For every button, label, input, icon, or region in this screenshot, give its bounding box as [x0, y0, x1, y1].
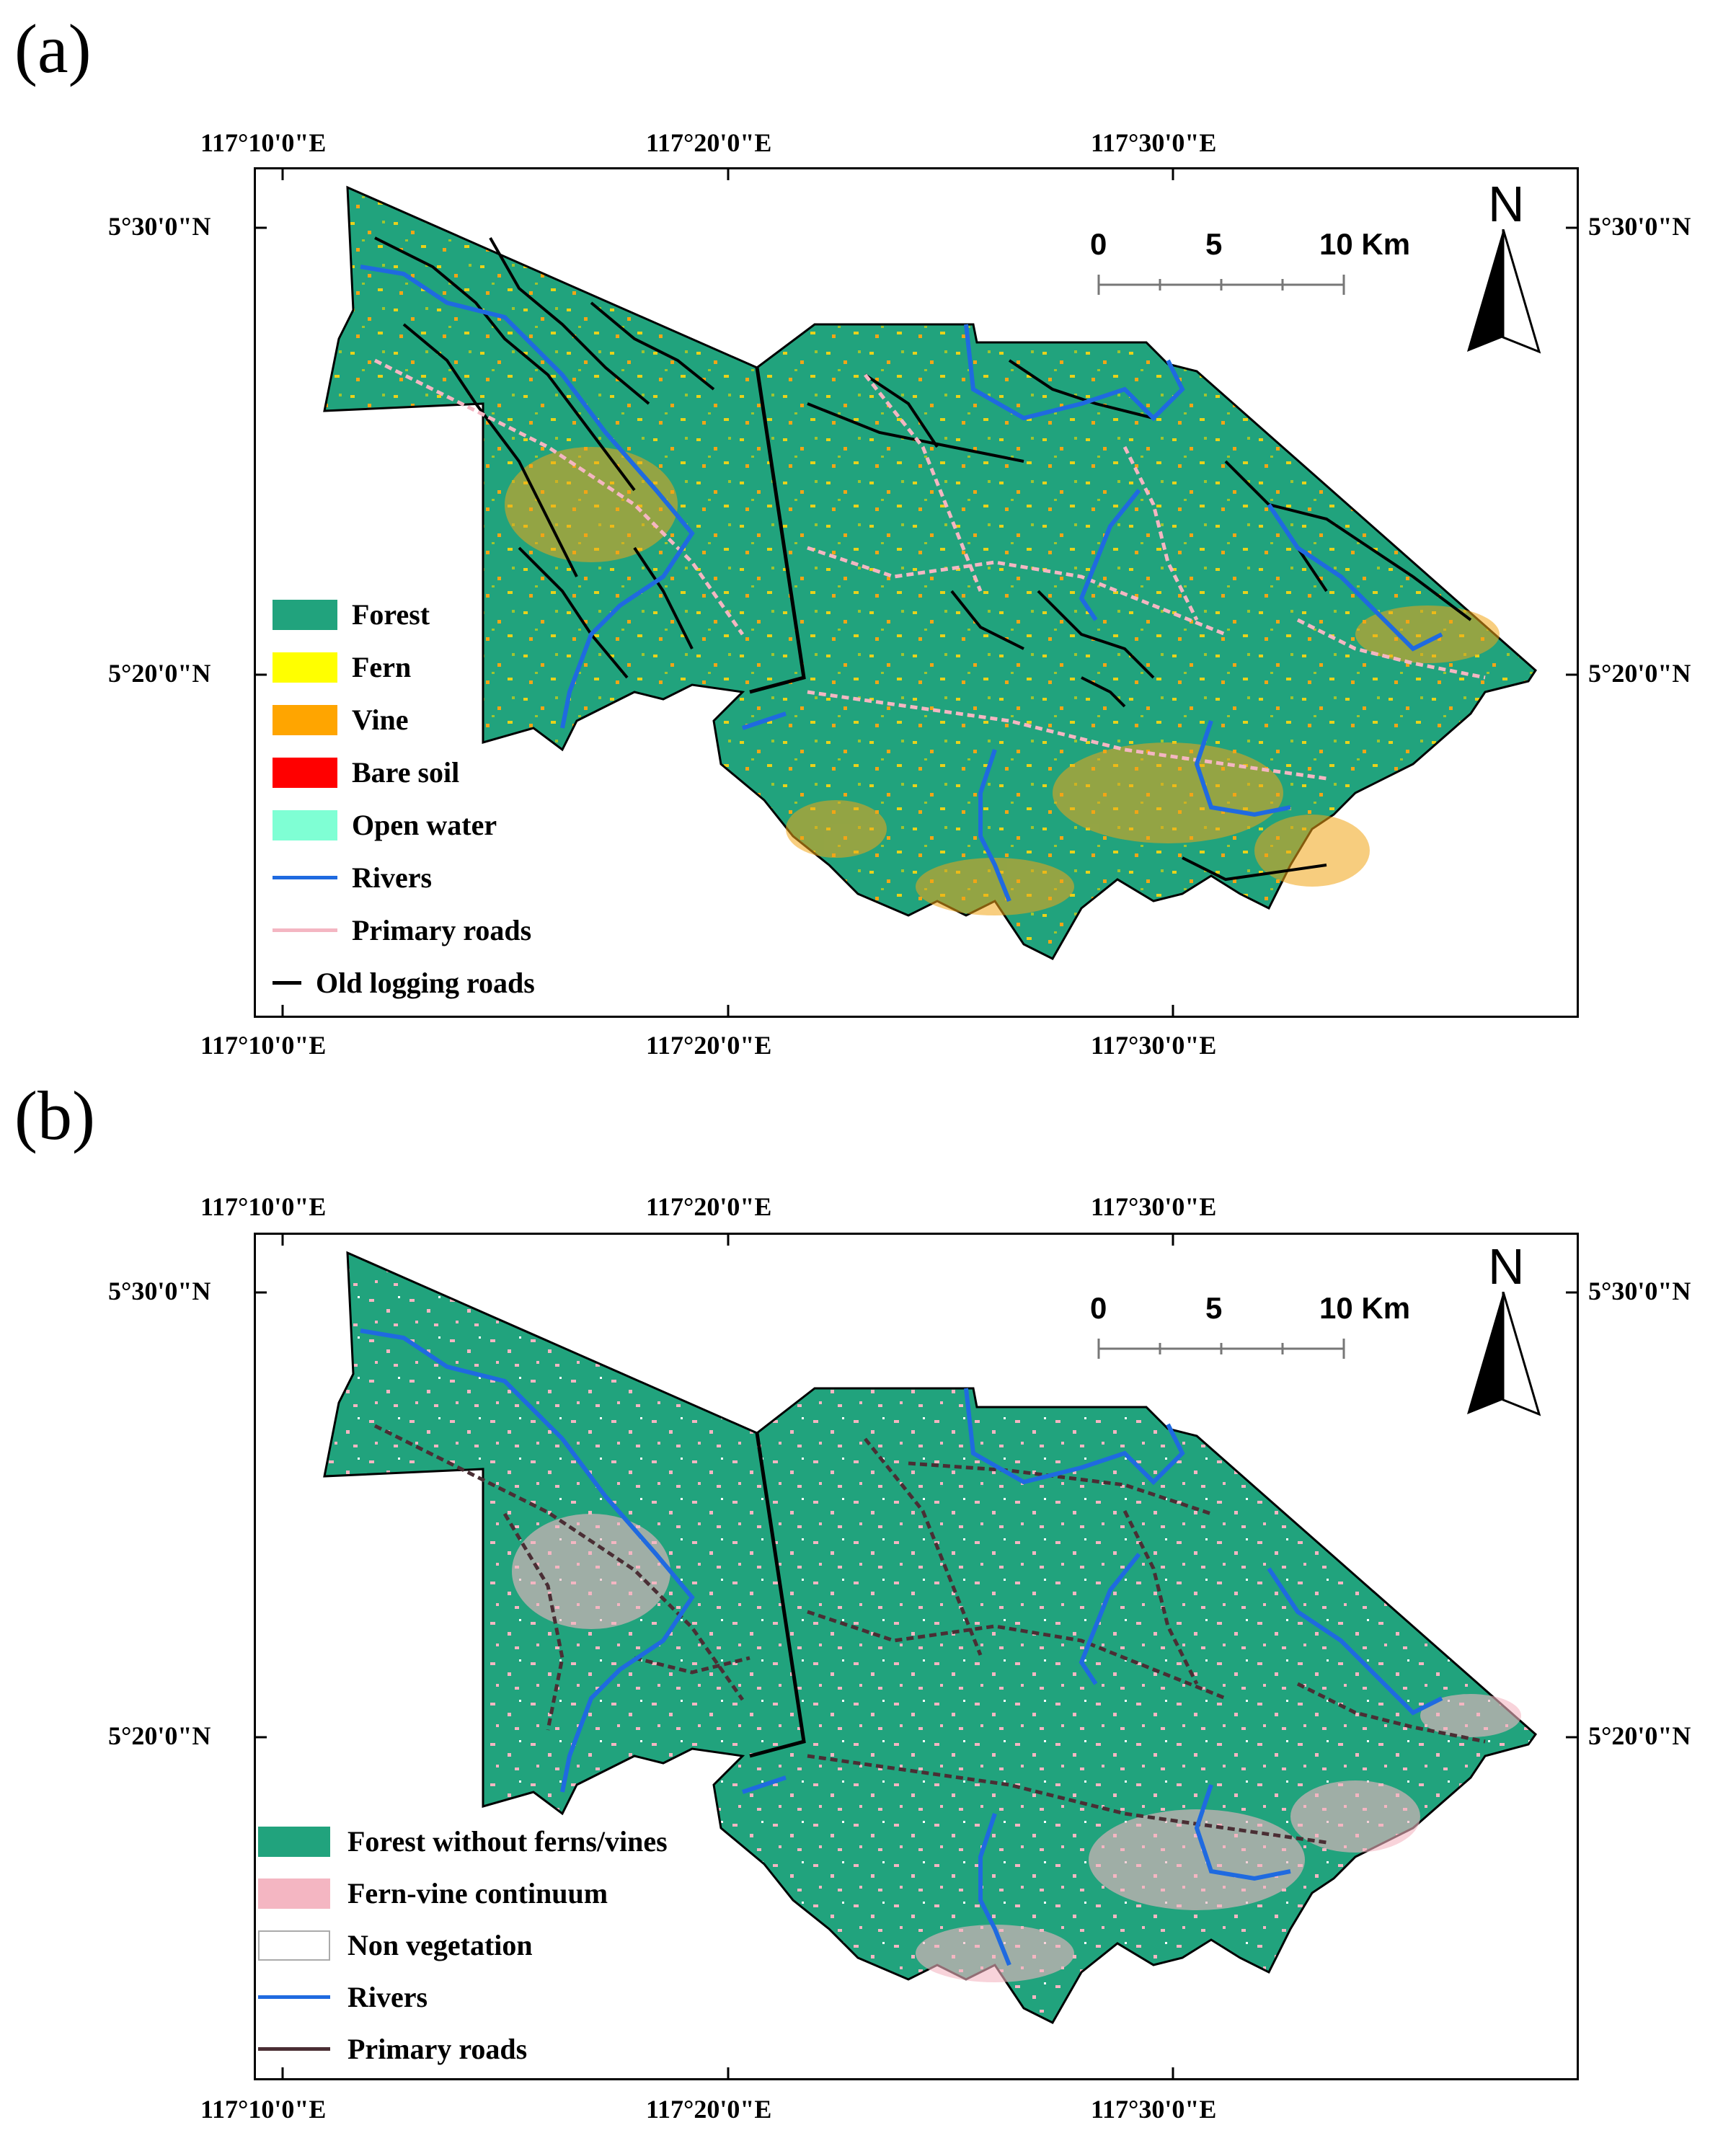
- fern-vine-patches: [512, 1514, 1521, 1982]
- legend-label: Non vegetation: [347, 1929, 533, 1961]
- top-longitude-label: 117°30'0"E: [1091, 1192, 1217, 1221]
- scale-bar-b: 0 5 10 Km: [1090, 1291, 1410, 1365]
- primary-roads: [373, 1424, 1486, 1845]
- north-arrow-icon: [1467, 229, 1541, 354]
- north-letter: N: [1488, 176, 1525, 232]
- legend-line: [273, 981, 301, 985]
- bottom-longitude-label: 117°10'0"E: [200, 2095, 327, 2124]
- legend-swatch: [273, 758, 337, 788]
- bottom-longitude-label: 117°30'0"E: [1091, 1031, 1217, 1060]
- top-longitude-label: 117°20'0"E: [646, 128, 772, 157]
- panel-b-label: (b): [14, 1077, 95, 1154]
- top-longitude-label: 117°30'0"E: [1091, 128, 1217, 157]
- legend-swatch: [273, 705, 337, 735]
- legend-swatch: [258, 1827, 330, 1857]
- legend-label: Primary roads: [347, 2033, 528, 2065]
- legend-swatch: [258, 1930, 330, 1961]
- legend-label: Fern: [352, 651, 412, 683]
- frame-ticks: [254, 1233, 1579, 2080]
- top-longitude-label: 117°20'0"E: [646, 1192, 772, 1221]
- legend-label: Old logging roads: [316, 967, 535, 999]
- legend-a: Forest Fern Vine Bare soil Open water Ri…: [273, 597, 676, 1008]
- top-longitude-label: 117°10'0"E: [200, 1192, 327, 1221]
- legend-label: Open water: [352, 809, 497, 841]
- land-cover-map-a: [254, 167, 1579, 1018]
- right-latitude-label: 5°20'0"N: [1588, 1721, 1691, 1750]
- rivers: [360, 1329, 1443, 1966]
- legend-line: [258, 1995, 330, 1999]
- scale-bar-line: [1097, 1339, 1345, 1359]
- left-latitude-label: 5°20'0"N: [108, 1721, 211, 1750]
- legend-label: Forest without ferns/vines: [347, 1825, 668, 1858]
- bottom-longitude-label: 117°20'0"E: [646, 2095, 772, 2124]
- left-latitude-label: 5°30'0"N: [108, 212, 211, 241]
- scale-label: 0: [1090, 227, 1107, 261]
- north-arrow-b: N: [1463, 1241, 1543, 1429]
- rivers: [360, 265, 1443, 902]
- primary-roads: [373, 358, 1486, 781]
- vine-patches: [505, 447, 1500, 915]
- legend-label: Forest: [352, 598, 430, 631]
- legend-label: Bare soil: [352, 756, 460, 789]
- legend-line: [273, 876, 337, 879]
- scale-bar-line: [1097, 275, 1345, 295]
- legend-label: Rivers: [347, 1981, 428, 2013]
- legend-line: [258, 2047, 330, 2051]
- right-latitude-label: 5°20'0"N: [1588, 659, 1691, 688]
- north-arrow-icon: [1467, 1292, 1541, 1416]
- left-latitude-label: 5°30'0"N: [108, 1277, 211, 1305]
- top-longitude-label: 117°10'0"E: [200, 128, 327, 157]
- district-boundary: [749, 367, 806, 694]
- legend-swatch: [273, 600, 337, 630]
- right-latitude-label: 5°30'0"N: [1588, 1277, 1691, 1305]
- north-arrow-a: N: [1463, 179, 1543, 366]
- north-letter: N: [1488, 1238, 1525, 1295]
- legend-label: Rivers: [352, 861, 433, 894]
- legend-label: Vine: [352, 704, 409, 736]
- legend-line: [273, 928, 337, 932]
- bottom-longitude-label: 117°30'0"E: [1091, 2095, 1217, 2124]
- frame-ticks: [254, 167, 1579, 1018]
- scale-bar-a: 0 5 10 Km: [1090, 227, 1410, 301]
- legend-label: Fern-vine continuum: [347, 1877, 608, 1909]
- scale-label: 10 Km: [1319, 227, 1411, 261]
- legend-swatch: [273, 652, 337, 683]
- legend-swatch: [258, 1878, 330, 1909]
- left-latitude-label: 5°20'0"N: [108, 659, 211, 688]
- old-logging-roads: [374, 236, 1472, 882]
- panel-a-label: (a): [14, 10, 92, 87]
- bottom-longitude-label: 117°10'0"E: [200, 1031, 327, 1060]
- legend-swatch: [273, 810, 337, 840]
- legend-b: Forest without ferns/vines Fern-vine con…: [258, 1824, 763, 2076]
- legend-label: Primary roads: [352, 914, 532, 946]
- bottom-longitude-label: 117°20'0"E: [646, 1031, 772, 1060]
- district-boundary: [749, 1432, 806, 1758]
- right-latitude-label: 5°30'0"N: [1588, 212, 1691, 241]
- scale-label: 5: [1205, 1291, 1223, 1325]
- scale-label: 0: [1090, 1291, 1107, 1325]
- scale-label: 5: [1205, 227, 1223, 261]
- scale-label: 10 Km: [1319, 1291, 1411, 1325]
